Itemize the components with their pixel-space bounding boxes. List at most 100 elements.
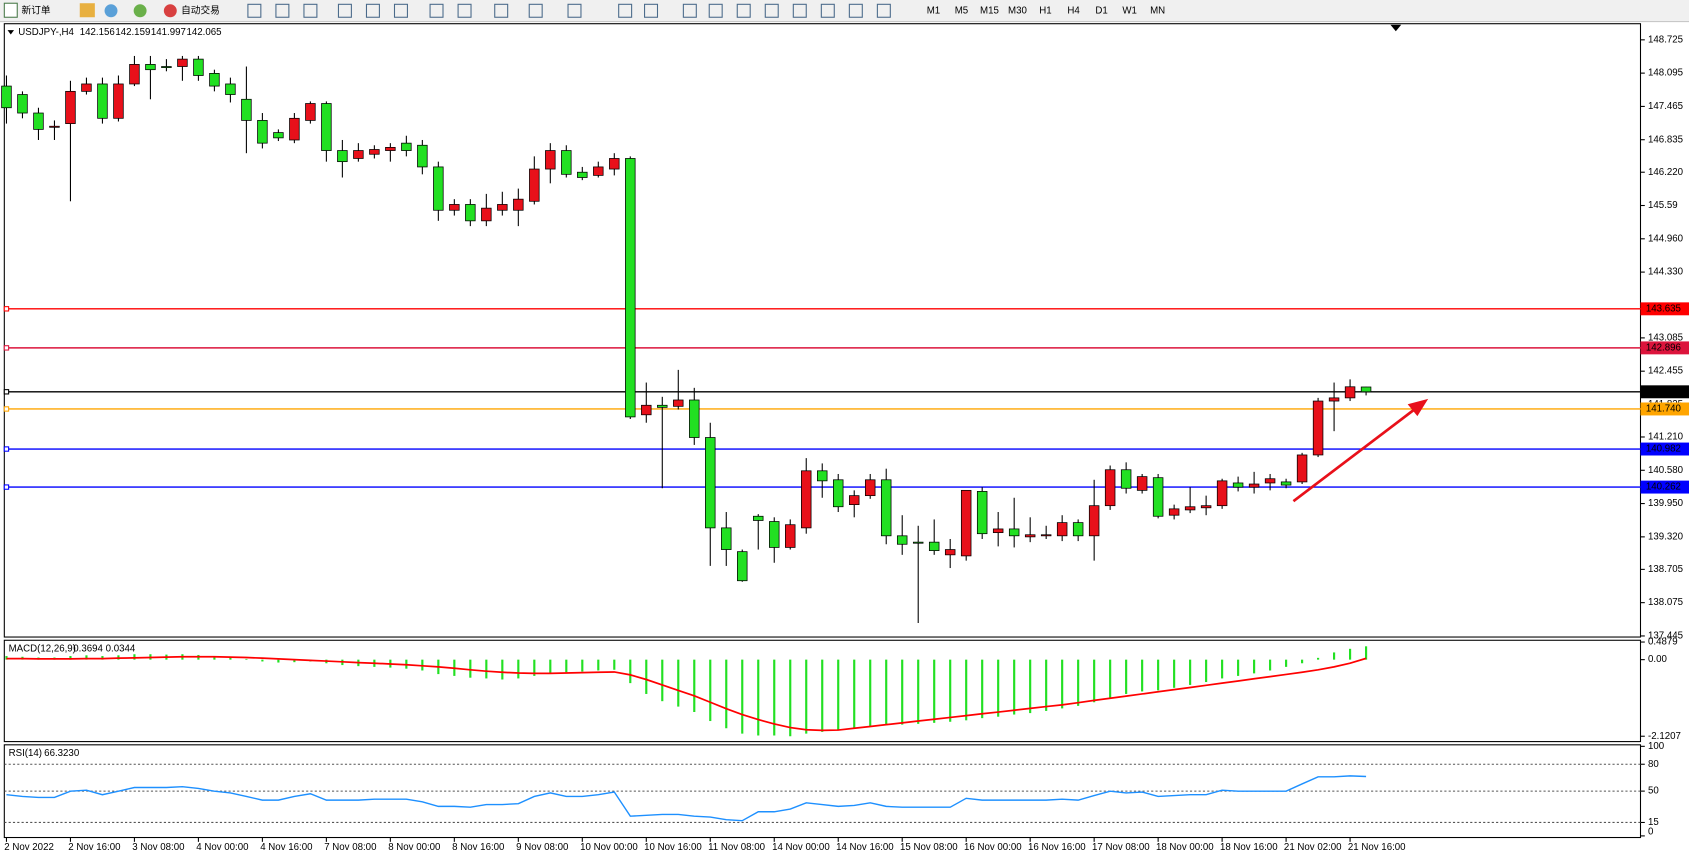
timeframe-button[interactable]: M5 [955,5,968,16]
macd-signal-line [6,655,1367,732]
y-tick-label: 138.075 [1648,597,1683,608]
new-order-button[interactable]: 新订单 [3,2,51,18]
timeframe-button[interactable]: M30 [1008,5,1027,16]
toolbar-icon[interactable] [528,3,543,18]
level-handle [3,345,10,351]
toolbar-icon[interactable] [708,3,723,18]
level-label: 142.065 [1646,386,1681,397]
candle-body [769,521,780,548]
candle-body [944,549,956,556]
timeframe-button[interactable]: M15 [980,5,999,16]
toolbar-icon[interactable] [848,3,863,18]
candle-body [1200,505,1212,509]
toolbar-icon[interactable] [820,3,835,18]
candle-body [1184,506,1196,511]
timeframe-button[interactable]: H4 [1067,5,1080,16]
x-tick-label: 21 Nov 16:00 [1348,842,1406,853]
toolbar-icon[interactable] [876,3,891,18]
toolbar-icon[interactable] [644,3,659,18]
toolbar-icon[interactable] [104,4,118,18]
candle-body [289,117,300,141]
y-tick-label: 80 [1648,759,1659,770]
timeframe-button[interactable]: H1 [1039,5,1051,16]
toolbar-icon[interactable] [736,3,751,18]
toolbar-icon[interactable] [365,3,380,18]
timeframe-button[interactable]: D1 [1095,5,1107,16]
candle-body [848,495,860,506]
candle-body [737,551,748,582]
y-tick-label: 146.220 [1648,167,1684,178]
toolbar-icon[interactable] [133,4,147,18]
candle-body [385,147,396,151]
candle-body [561,150,572,175]
toolbar-icon[interactable] [764,3,779,18]
x-tick-label: 18 Nov 16:00 [1220,842,1278,853]
y-tick-label: 139.950 [1648,498,1684,509]
timeframe-button[interactable]: W1 [1122,5,1137,16]
toolbar-icon[interactable] [247,3,262,18]
candle-body [912,541,924,544]
candle-body [321,103,332,151]
toolbar-icon[interactable] [618,3,633,18]
x-tick-label: 4 Nov 00:00 [196,842,249,853]
candle-body [1088,505,1100,537]
x-tick-label: 15 Nov 08:00 [900,842,958,853]
x-tick-label: 4 Nov 16:00 [260,842,313,853]
y-tick-label: 146.835 [1648,134,1683,145]
candle-body [513,198,524,211]
candle-body [353,150,364,159]
toolbar-icon[interactable] [303,3,318,18]
candle-body [689,399,700,438]
header: USDJPY-,H4 142.156 142.159 141.997 142.0… [7,27,221,759]
level-handle [3,446,10,452]
y-tick-label: 148.095 [1648,68,1683,79]
auto-trading-button[interactable]: 自动交易 [163,3,220,18]
toolbar-icon[interactable] [567,3,582,18]
chart-layer: 137.445 138.075 138.705 139.320 139.950 140.5… [1,34,1689,853]
candle-body [1008,528,1020,537]
candle-body [657,404,668,408]
toolbar-icon[interactable] [393,3,408,18]
x-tick-label: 16 Nov 00:00 [964,842,1022,853]
y-tick-label: -2.1207 [1648,731,1681,742]
toolbar-icon[interactable] [457,3,472,18]
toolbar-icons [247,3,891,18]
candle-body [177,58,188,67]
candle-body [1216,480,1228,507]
toolbar-icon[interactable] [429,3,444,18]
timeframe-button[interactable]: M1 [927,5,940,16]
y-tick-label: 0.4879 [1648,637,1678,648]
macd-main-value: 0.3694 [73,643,103,654]
candle-body [1104,469,1116,507]
candle-body [1312,400,1324,456]
candle-body [817,470,828,482]
candle-body [497,204,508,211]
new-order-icon [3,2,18,18]
toolbar-icon[interactable] [337,3,352,18]
symbol-label: USDJPY-,H4 [18,27,74,38]
toolbar-icon[interactable] [275,3,290,18]
toolbar-icon[interactable] [494,3,509,18]
candle-body [641,404,652,416]
candle-body [49,125,60,128]
toolbar-icon[interactable] [682,3,697,18]
x-tick-label: 9 Nov 08:00 [516,842,569,853]
macd-label: MACD(12,26,9) [9,643,76,654]
level-label-bg [1640,402,1689,416]
toolbar-icon[interactable] [79,3,95,18]
toolbar-icon[interactable] [792,3,807,18]
level-label-bg [1640,302,1689,316]
y-tick-label: 137.445 [1648,631,1683,642]
rsi-pane [3,744,1642,839]
y-tick-label: 50 [1648,786,1659,797]
x-tick-label: 10 Nov 00:00 [580,842,638,853]
x-tick-label: 14 Nov 00:00 [772,842,830,853]
level-handle [3,306,10,312]
x-tick-label: 8 Nov 00:00 [388,842,441,853]
y-tick-label: 15 [1648,817,1659,828]
candle-body [193,58,204,76]
x-tick-label: 2 Nov 2022 [4,842,54,853]
timeframe-button[interactable]: MN [1150,5,1165,16]
candle-body [673,399,684,407]
candle-body [369,149,380,155]
